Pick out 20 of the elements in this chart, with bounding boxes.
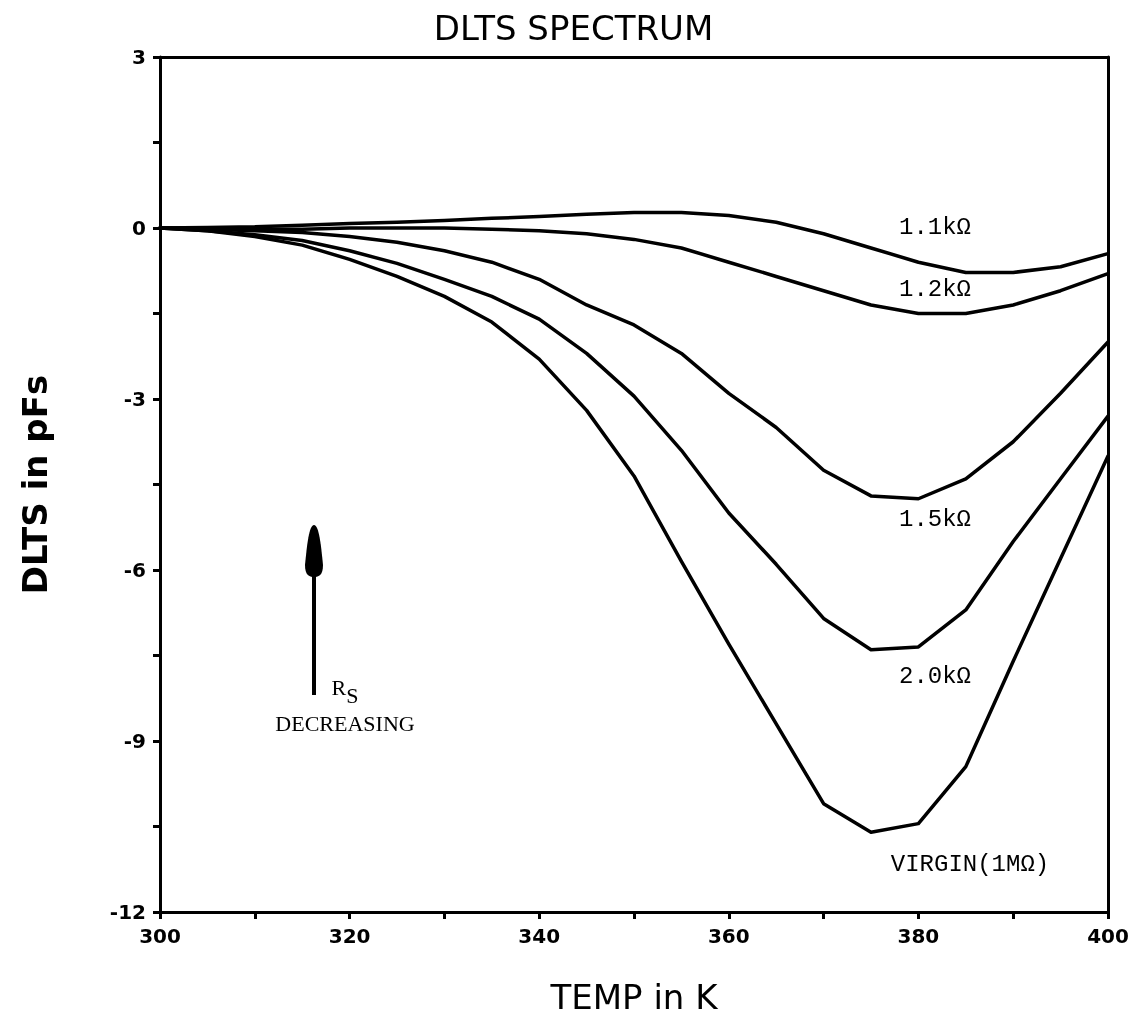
y-axis-title: DLTS in pFs [15, 374, 55, 595]
annotation: 2.0kΩ [898, 662, 972, 692]
x-axis-title: TEMP in K [549, 977, 720, 1017]
y-tick-label: -3 [123, 387, 146, 411]
annotation: 1.1kΩ [898, 213, 972, 243]
y-tick-label: -9 [123, 729, 146, 753]
y-tick-label: 3 [132, 45, 146, 69]
annotation: VIRGIN(1MΩ) [889, 850, 1051, 880]
annotation: 1.5kΩ [898, 505, 972, 535]
annotation: 1.2kΩ [898, 275, 972, 305]
x-tick-label: 320 [328, 924, 371, 948]
x-tick-label: 360 [707, 924, 750, 948]
x-tick-label: 400 [1087, 924, 1129, 948]
y-tick-label: -6 [123, 558, 146, 582]
y-tick-label: 0 [132, 216, 146, 240]
chart-title: DLTS SPECTRUM [433, 8, 714, 48]
y-tick-label: -12 [109, 900, 146, 924]
x-tick-label: 380 [897, 924, 940, 948]
x-tick-label: 300 [139, 924, 181, 948]
x-tick-label: 340 [518, 924, 561, 948]
